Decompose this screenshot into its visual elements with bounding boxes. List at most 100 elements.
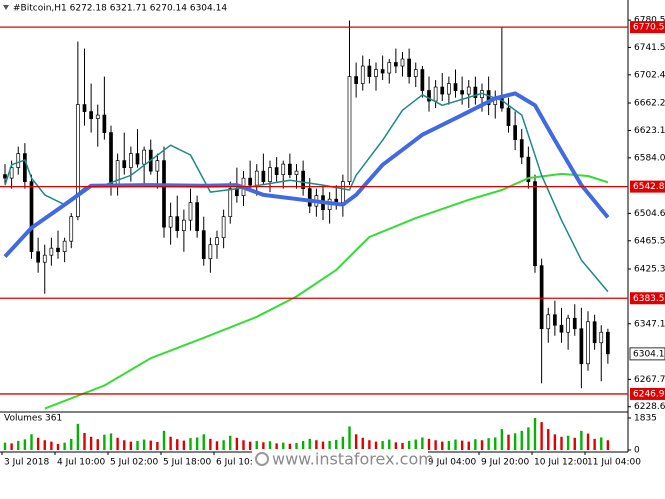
volume-bar xyxy=(116,437,119,450)
plot-area xyxy=(3,20,610,410)
volume-bar xyxy=(262,442,265,450)
volume-bar xyxy=(348,426,351,450)
volume-bar xyxy=(136,440,139,450)
candle-body xyxy=(367,65,372,77)
volume-bar xyxy=(328,440,331,450)
candle-body xyxy=(599,331,604,344)
volume-bar xyxy=(288,443,292,450)
x-tick-label: 9 Jul 20:00 xyxy=(481,458,530,468)
candle-body xyxy=(288,163,292,175)
candle-body xyxy=(82,104,87,112)
volume-bar xyxy=(586,433,590,450)
volume-bar xyxy=(275,443,278,450)
volume-bar xyxy=(3,442,7,450)
candle-body xyxy=(9,167,14,179)
candle-body xyxy=(23,153,27,182)
candle-body xyxy=(566,317,570,333)
watermark-background xyxy=(252,449,428,469)
level-label: 6246.92 xyxy=(633,389,665,399)
candle-body xyxy=(427,90,431,102)
level-label: 6770.55 xyxy=(633,23,665,33)
volume-bar xyxy=(56,443,60,450)
volume-bar xyxy=(202,434,205,450)
candle-body xyxy=(341,181,345,203)
candle-body xyxy=(387,62,392,74)
candle-body xyxy=(109,132,113,186)
volume-bar xyxy=(553,434,557,450)
volume-bar xyxy=(282,442,285,450)
volume-bar xyxy=(454,439,457,450)
volume-bar xyxy=(368,440,371,450)
candle-body xyxy=(208,244,213,260)
level-label-box xyxy=(630,21,665,34)
candle-body xyxy=(592,321,597,344)
y-tick-label: 6741.55 xyxy=(634,43,665,53)
candle-body xyxy=(155,160,160,172)
volume-bar xyxy=(248,441,252,450)
x-tick-label: 4 Jul 10:00 xyxy=(57,458,106,468)
y-tick-label: 6780.55 xyxy=(634,16,665,26)
volume-bar xyxy=(487,438,490,450)
volume-bar xyxy=(235,437,239,450)
volume-bar xyxy=(467,441,470,450)
candle-body xyxy=(553,314,557,326)
volume-bar xyxy=(17,440,20,450)
candle-body xyxy=(76,104,80,218)
candle-body xyxy=(466,86,471,95)
candle-body xyxy=(228,188,233,218)
candle-body xyxy=(513,125,517,140)
volume-bar xyxy=(189,438,192,450)
volume-title: Volumes 361 xyxy=(4,414,62,424)
volume-bar xyxy=(540,422,543,450)
candle-body xyxy=(519,139,524,158)
candle-body xyxy=(413,69,418,77)
x-tick-label: 11 Jul 04:00 xyxy=(587,458,641,468)
candle-body xyxy=(115,160,120,186)
volume-bar xyxy=(394,442,398,450)
candle-body xyxy=(274,167,279,175)
volume-bar xyxy=(361,437,364,450)
candle-body xyxy=(606,331,610,355)
x-tick-label: 10 Jul 12:00 xyxy=(534,458,588,468)
volume-bar xyxy=(83,432,86,450)
candle-body xyxy=(142,149,146,165)
volume-bar xyxy=(123,440,126,450)
x-tick-label: 9 Jul 04:00 xyxy=(428,458,477,468)
candle-body xyxy=(347,76,352,182)
candle-body xyxy=(533,181,537,267)
volume-bar xyxy=(593,438,596,450)
y-tick-label: 6347.10 xyxy=(634,319,665,329)
volume-bar xyxy=(507,434,510,450)
volume-bar xyxy=(341,436,345,450)
volume-bar xyxy=(321,441,325,450)
watermark-logo xyxy=(255,452,269,466)
x-tick-label: 6 Jul 10:00 xyxy=(216,458,265,468)
candle-body xyxy=(539,265,544,330)
candle-body xyxy=(3,174,7,179)
candle-body xyxy=(526,156,531,182)
candle-body xyxy=(460,90,464,95)
candle-body xyxy=(16,153,21,168)
candle-body xyxy=(89,111,93,119)
level-label-box xyxy=(630,292,665,305)
candle-body xyxy=(135,153,140,165)
volume-bar xyxy=(209,438,212,450)
candle-body xyxy=(301,170,305,189)
volume-bar xyxy=(527,427,530,450)
volume-bar xyxy=(480,440,484,450)
volume-bar xyxy=(242,440,245,450)
candle-body xyxy=(235,188,239,196)
volume-bar xyxy=(600,437,603,450)
volume-bar xyxy=(474,439,477,450)
volume-bar xyxy=(441,441,444,450)
candle-body xyxy=(374,69,378,77)
watermark: www.instaforex.com xyxy=(272,450,434,469)
y-tick-label: 6662.20 xyxy=(634,99,665,109)
candle-body xyxy=(182,219,186,232)
y-tick-label: 6228.65 xyxy=(634,402,665,412)
candle-body xyxy=(221,216,226,239)
candle-body xyxy=(42,254,47,263)
volume-bar xyxy=(76,423,80,450)
y-tick-label: 6623.10 xyxy=(634,126,665,136)
